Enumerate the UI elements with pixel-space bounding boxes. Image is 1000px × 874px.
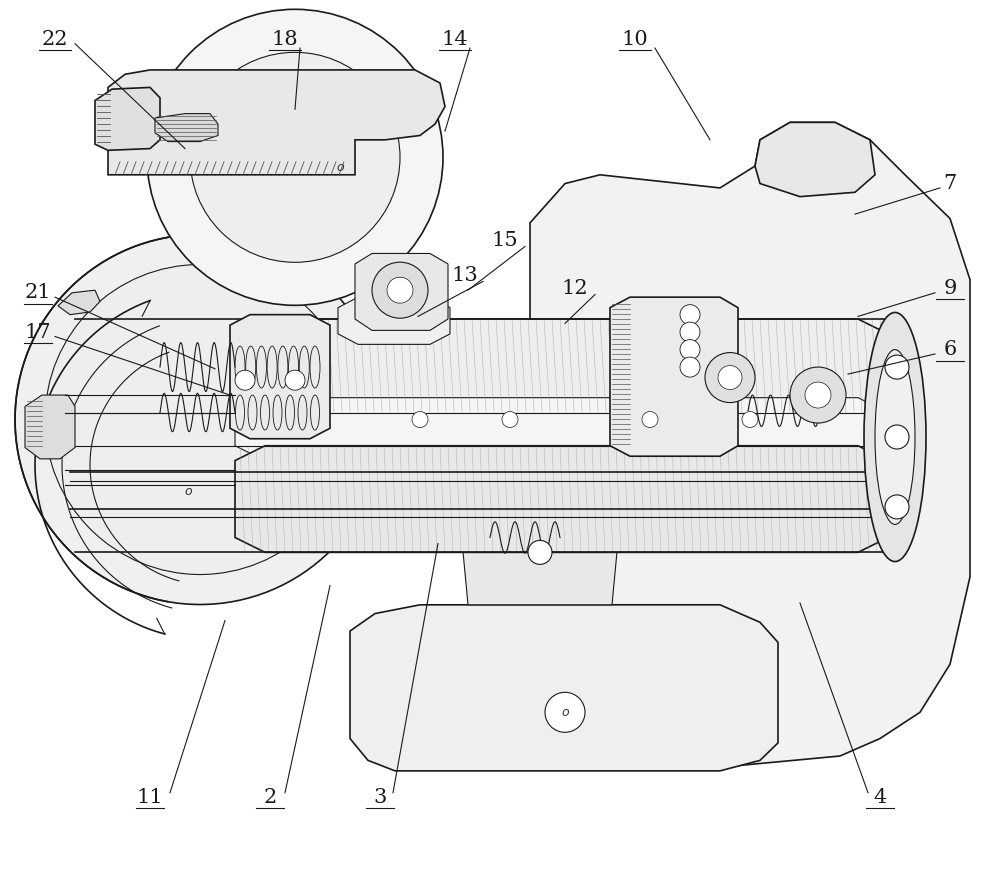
Ellipse shape bbox=[748, 379, 772, 407]
Circle shape bbox=[285, 371, 305, 390]
Polygon shape bbox=[230, 315, 330, 439]
Circle shape bbox=[885, 425, 909, 449]
Circle shape bbox=[100, 320, 300, 519]
Circle shape bbox=[680, 357, 700, 377]
Text: o: o bbox=[336, 162, 344, 174]
Text: 22: 22 bbox=[42, 30, 68, 49]
Text: o: o bbox=[184, 485, 192, 497]
Polygon shape bbox=[460, 511, 620, 605]
Text: 9: 9 bbox=[943, 279, 957, 298]
Circle shape bbox=[372, 262, 428, 318]
Polygon shape bbox=[58, 290, 100, 315]
Polygon shape bbox=[350, 605, 778, 771]
Polygon shape bbox=[755, 122, 875, 197]
Text: 14: 14 bbox=[442, 30, 468, 49]
Text: 2: 2 bbox=[263, 787, 277, 807]
Text: 18: 18 bbox=[272, 30, 298, 49]
Circle shape bbox=[885, 495, 909, 519]
Circle shape bbox=[387, 277, 413, 303]
Circle shape bbox=[502, 412, 518, 427]
Text: o: o bbox=[561, 706, 569, 718]
Text: 6: 6 bbox=[943, 340, 957, 359]
Circle shape bbox=[235, 371, 255, 390]
Circle shape bbox=[790, 367, 846, 423]
Text: 21: 21 bbox=[25, 283, 51, 302]
Circle shape bbox=[642, 412, 658, 427]
Circle shape bbox=[718, 365, 742, 390]
Polygon shape bbox=[235, 398, 888, 461]
Circle shape bbox=[147, 10, 443, 305]
Circle shape bbox=[412, 412, 428, 427]
Ellipse shape bbox=[864, 313, 926, 561]
Circle shape bbox=[805, 382, 831, 408]
Circle shape bbox=[190, 52, 400, 262]
Text: 10: 10 bbox=[622, 30, 648, 49]
Text: 17: 17 bbox=[25, 323, 51, 342]
Polygon shape bbox=[610, 297, 738, 456]
Circle shape bbox=[885, 355, 909, 379]
Polygon shape bbox=[108, 70, 445, 175]
Polygon shape bbox=[155, 114, 218, 142]
Circle shape bbox=[680, 323, 700, 342]
Ellipse shape bbox=[875, 350, 915, 524]
Circle shape bbox=[15, 234, 385, 605]
Polygon shape bbox=[25, 395, 75, 459]
Text: 4: 4 bbox=[873, 787, 887, 807]
Circle shape bbox=[45, 265, 355, 574]
Text: 12: 12 bbox=[562, 279, 588, 298]
Text: 11: 11 bbox=[137, 787, 163, 807]
Text: 3: 3 bbox=[373, 787, 387, 807]
Polygon shape bbox=[235, 319, 888, 413]
Polygon shape bbox=[95, 87, 160, 150]
Text: 15: 15 bbox=[492, 231, 518, 250]
Circle shape bbox=[545, 692, 585, 732]
Circle shape bbox=[70, 289, 330, 550]
Polygon shape bbox=[355, 253, 448, 330]
Circle shape bbox=[680, 340, 700, 359]
Circle shape bbox=[680, 305, 700, 324]
Circle shape bbox=[528, 540, 552, 565]
Polygon shape bbox=[338, 297, 450, 344]
Circle shape bbox=[705, 352, 755, 403]
Polygon shape bbox=[235, 446, 888, 552]
Text: 13: 13 bbox=[452, 266, 478, 285]
Circle shape bbox=[742, 412, 758, 427]
Text: 7: 7 bbox=[943, 174, 957, 193]
Polygon shape bbox=[530, 122, 970, 769]
